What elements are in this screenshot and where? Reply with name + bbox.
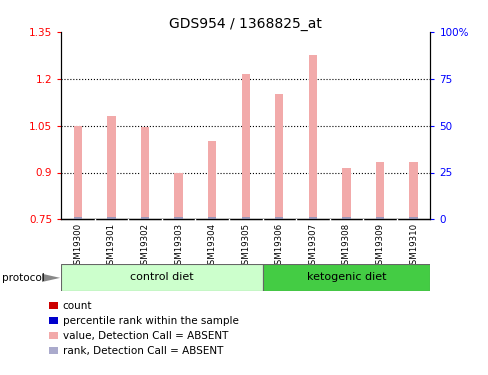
Text: GSM19301: GSM19301: [107, 223, 116, 270]
Text: control diet: control diet: [130, 273, 193, 282]
Bar: [61, 264, 262, 291]
Bar: [408, 217, 417, 219]
Bar: [342, 217, 350, 219]
Bar: [342, 168, 350, 219]
Bar: [107, 217, 116, 219]
Bar: [174, 172, 183, 219]
Text: GSM19308: GSM19308: [341, 223, 350, 270]
Bar: [308, 217, 316, 219]
Text: protocol: protocol: [2, 273, 45, 283]
Text: GSM19304: GSM19304: [207, 223, 216, 270]
Polygon shape: [41, 274, 60, 282]
Bar: [275, 217, 283, 219]
Bar: [241, 74, 249, 219]
Bar: [241, 217, 249, 219]
Text: GSM19309: GSM19309: [375, 223, 384, 270]
Bar: [308, 56, 316, 219]
Bar: [375, 217, 384, 219]
Bar: [141, 217, 149, 219]
Bar: [74, 217, 82, 219]
Text: value, Detection Call = ABSENT: value, Detection Call = ABSENT: [62, 331, 227, 340]
Text: GSM19305: GSM19305: [241, 223, 250, 270]
Title: GDS954 / 1368825_at: GDS954 / 1368825_at: [169, 17, 322, 31]
Bar: [141, 127, 149, 219]
Text: GSM19302: GSM19302: [140, 223, 149, 270]
Bar: [207, 217, 216, 219]
Bar: [275, 94, 283, 219]
Bar: [107, 116, 116, 219]
Bar: [207, 141, 216, 219]
Bar: [74, 126, 82, 219]
Text: count: count: [62, 301, 92, 310]
Text: ketogenic diet: ketogenic diet: [306, 273, 386, 282]
Text: GSM19307: GSM19307: [308, 223, 317, 270]
Bar: [375, 162, 384, 219]
Text: GSM19310: GSM19310: [408, 223, 417, 270]
Bar: [262, 264, 429, 291]
Bar: [174, 217, 183, 219]
Text: GSM19300: GSM19300: [73, 223, 82, 270]
Text: rank, Detection Call = ABSENT: rank, Detection Call = ABSENT: [62, 346, 223, 355]
Text: GSM19306: GSM19306: [274, 223, 283, 270]
Text: percentile rank within the sample: percentile rank within the sample: [62, 316, 238, 326]
Text: GSM19303: GSM19303: [174, 223, 183, 270]
Bar: [408, 162, 417, 219]
